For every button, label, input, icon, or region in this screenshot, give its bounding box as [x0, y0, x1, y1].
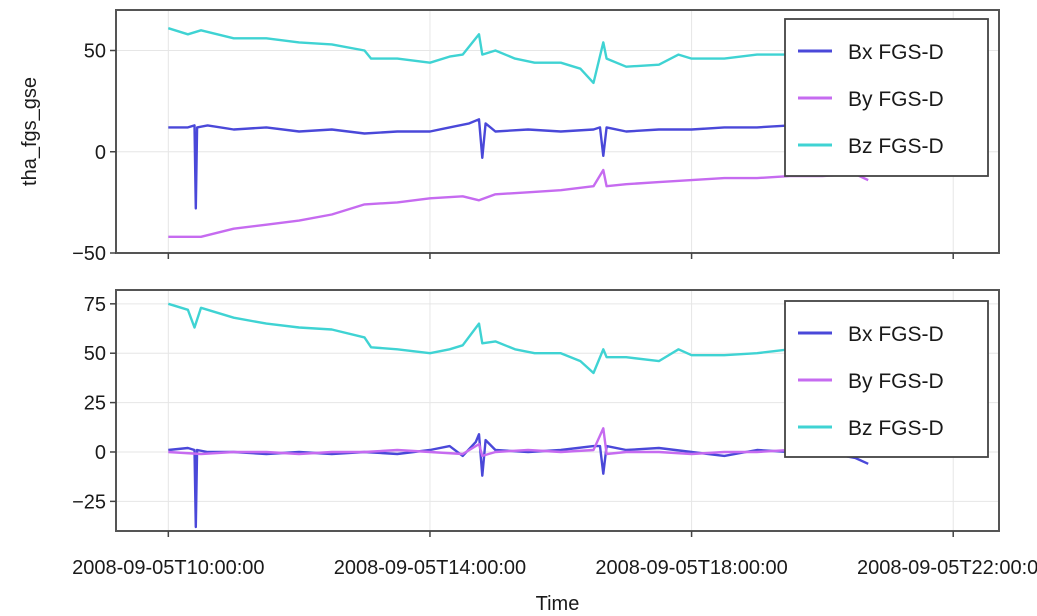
series-line-bx-fgs-d: [168, 433, 869, 529]
legend-label: Bx FGS-D: [848, 323, 944, 346]
legend-label: Bz FGS-D: [848, 135, 944, 158]
plot-frame: [115, 289, 1000, 532]
y-tick-label: 0: [95, 442, 106, 464]
series-line-bx-fgs-d: [168, 118, 869, 210]
y-tick-label: 50: [84, 41, 106, 63]
series-line-by-fgs-d: [168, 427, 869, 458]
series-line-bz-fgs-d: [167, 302, 869, 375]
x-tick-label: 2008-09-05T18:00:00: [595, 557, 787, 579]
y-tick-label: 75: [84, 294, 106, 316]
chart-panel-2: −25 0 25 50 75 2008-09-05T10:00:00 2008-09-05T…: [72, 289, 1037, 615]
y-axis-title: tha_fgs_gse: [19, 77, 41, 186]
y-tick-label: −50: [72, 243, 106, 265]
y-tick-label: −25: [72, 491, 106, 513]
y-tick-label: 25: [84, 393, 106, 415]
plot-frame: [115, 9, 1000, 254]
legend-label: By FGS-D: [848, 88, 944, 111]
legend: Bx FGS-D By FGS-D Bz FGS-D: [784, 300, 989, 458]
y-tick-label: 0: [95, 142, 106, 164]
x-axis-title: Time: [536, 593, 580, 615]
series-line-by-fgs-d: [168, 168, 869, 238]
legend-label: Bz FGS-D: [848, 417, 944, 440]
y-tick-label: 50: [84, 343, 106, 365]
legend: Bx FGS-D By FGS-D Bz FGS-D: [784, 18, 989, 177]
legend-label: By FGS-D: [848, 370, 944, 393]
x-tick-label: 2008-09-05T22:00:00: [857, 557, 1037, 579]
x-tick-label: 2008-09-05T10:00:00: [72, 557, 264, 579]
series-line-bz-fgs-d: [167, 27, 869, 85]
x-tick-label: 2008-09-05T14:00:00: [334, 557, 526, 579]
chart-panel-1: −50 0 50 tha_fgs_gse Bx FGS-D By FGS-D Bz FGS-…: [19, 9, 1000, 265]
legend-label: Bx FGS-D: [848, 41, 944, 64]
